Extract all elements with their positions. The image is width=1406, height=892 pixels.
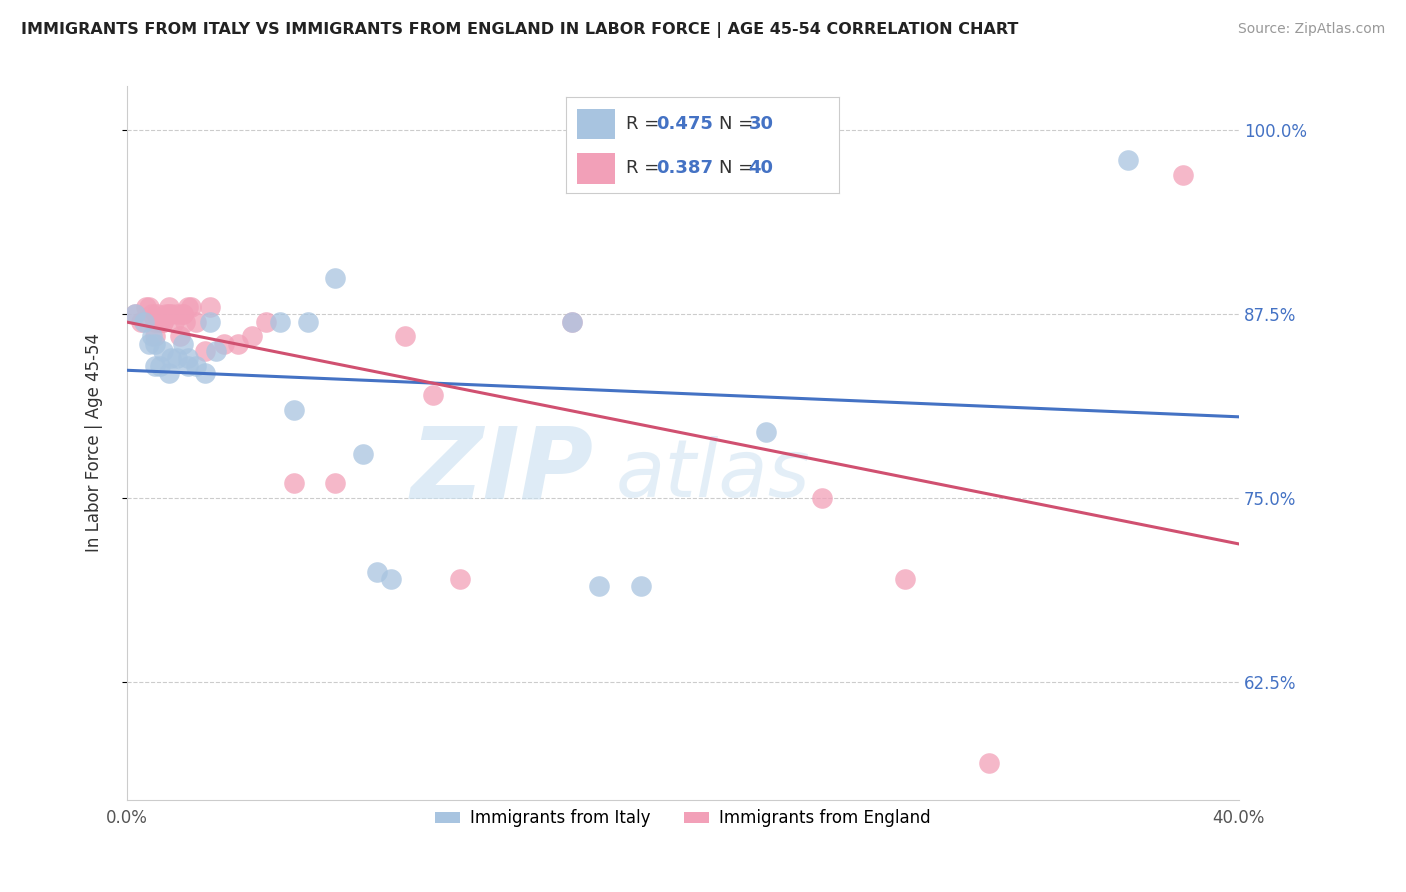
Point [160, 307, 183, 321]
Point [149, 315, 172, 329]
Point [283, 402, 305, 417]
Point [200, 315, 222, 329]
Point [129, 315, 152, 329]
Text: Source: ZipAtlas.com: Source: ZipAtlas.com [1237, 22, 1385, 37]
Point [894, 572, 917, 586]
Point [143, 315, 166, 329]
Y-axis label: In Labor Force | Age 45-54: In Labor Force | Age 45-54 [86, 334, 103, 552]
Point [141, 307, 163, 321]
Point [630, 579, 652, 593]
Point [325, 270, 347, 285]
Point [146, 307, 169, 321]
Point [135, 300, 157, 314]
Point [138, 336, 160, 351]
Point [152, 344, 174, 359]
Point [1116, 153, 1139, 167]
Point [811, 491, 834, 505]
Point [205, 344, 228, 359]
Legend: Immigrants from Italy, Immigrants from England: Immigrants from Italy, Immigrants from E… [429, 803, 938, 834]
Point [194, 366, 217, 380]
Text: ZIP: ZIP [411, 423, 593, 520]
Point [588, 579, 610, 593]
Point [172, 307, 194, 321]
Point [186, 315, 208, 329]
Point [157, 366, 180, 380]
Point [124, 307, 146, 321]
Point [169, 329, 191, 343]
Point [138, 300, 160, 314]
Point [149, 359, 172, 373]
Point [186, 359, 208, 373]
Point [174, 315, 197, 329]
Point [160, 351, 183, 366]
Text: atlas: atlas [616, 436, 811, 514]
Point [155, 307, 177, 321]
Point [172, 307, 194, 321]
Point [157, 300, 180, 314]
Point [152, 315, 174, 329]
Point [124, 307, 146, 321]
Point [163, 315, 186, 329]
Point [166, 307, 188, 321]
Point [1173, 168, 1195, 182]
Point [177, 300, 200, 314]
Text: IMMIGRANTS FROM ITALY VS IMMIGRANTS FROM ENGLAND IN LABOR FORCE | AGE 45-54 CORR: IMMIGRANTS FROM ITALY VS IMMIGRANTS FROM… [21, 22, 1018, 38]
Point [226, 336, 249, 351]
Point [394, 329, 416, 343]
Point [450, 572, 472, 586]
Point [325, 476, 347, 491]
Point [283, 476, 305, 491]
Point [297, 315, 319, 329]
Point [254, 315, 277, 329]
Point [269, 315, 291, 329]
Point [143, 329, 166, 343]
Point [166, 351, 188, 366]
Point [212, 336, 235, 351]
Point [172, 336, 194, 351]
Point [141, 329, 163, 343]
Point [561, 315, 583, 329]
Point [380, 572, 402, 586]
Point [240, 329, 263, 343]
Point [366, 565, 388, 579]
Point [177, 359, 200, 373]
Point [422, 388, 444, 402]
Point [143, 359, 166, 373]
Point [755, 425, 778, 439]
Point [194, 344, 217, 359]
Point [177, 351, 200, 366]
Point [977, 756, 1000, 770]
Point [152, 315, 174, 329]
Point [180, 300, 202, 314]
Point [157, 307, 180, 321]
Point [561, 315, 583, 329]
Point [200, 300, 222, 314]
Point [143, 336, 166, 351]
Point [132, 315, 155, 329]
Point [352, 447, 374, 461]
